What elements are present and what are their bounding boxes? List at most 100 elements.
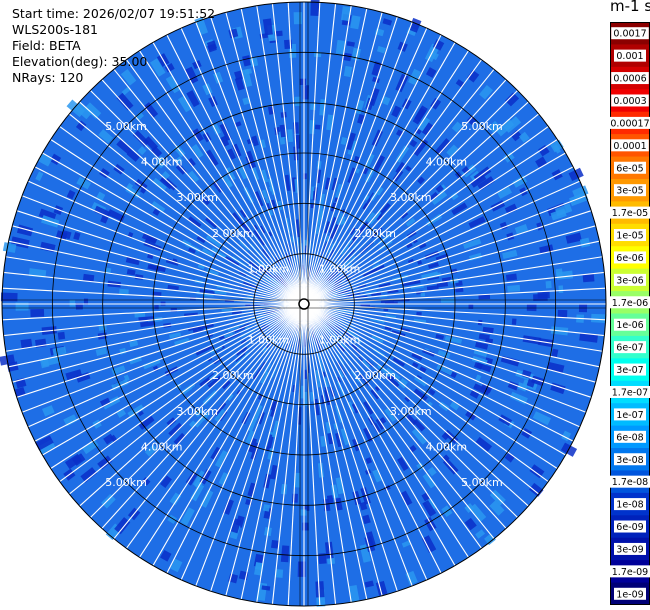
data-cell — [565, 232, 582, 244]
data-cell — [475, 374, 482, 382]
data-cell — [119, 288, 129, 295]
data-cell — [475, 341, 489, 350]
elevation-label: Elevation(deg): 35.00 — [12, 54, 148, 69]
colorbar-tick-bg — [614, 273, 646, 286]
data-cell — [156, 160, 166, 169]
colorbar-tick-label: 6e-08 — [616, 432, 643, 443]
data-cell — [186, 90, 200, 108]
data-cell — [127, 404, 145, 419]
data-cell — [347, 401, 356, 413]
range-ring-label: 1.00km — [319, 262, 361, 275]
data-cell — [514, 224, 529, 235]
colorbar-tick-bg — [610, 565, 650, 578]
data-cell — [323, 324, 332, 333]
colorbar-tick-bg — [614, 542, 646, 555]
range-ring-label: 2.00km — [354, 369, 396, 382]
data-cell — [363, 401, 374, 415]
data-cell — [450, 192, 459, 201]
data-patches — [0, 0, 607, 607]
colorbar-tick-bg — [614, 229, 646, 242]
data-cell — [261, 585, 271, 591]
colorbar-tick-label: 1e-07 — [616, 410, 643, 421]
data-cell — [234, 70, 243, 81]
data-cell — [383, 308, 389, 312]
data-cell — [246, 150, 257, 169]
data-cell — [253, 367, 263, 380]
data-cell — [180, 507, 195, 526]
data-cell — [287, 129, 294, 143]
data-cell — [377, 202, 391, 218]
data-cell — [188, 170, 200, 183]
data-cell — [372, 469, 382, 483]
colorbar-tick-bg — [611, 72, 649, 85]
data-cell — [333, 280, 342, 286]
data-cell — [40, 358, 50, 369]
data-cell — [100, 215, 109, 224]
data-cell — [370, 389, 380, 400]
data-cell — [240, 339, 247, 345]
data-cell — [244, 326, 250, 330]
data-cell — [16, 224, 34, 237]
colorbar-tick-bg — [614, 430, 646, 443]
data-cell — [489, 500, 505, 516]
data-cell — [202, 197, 210, 206]
data-cell — [225, 167, 236, 181]
data-cell — [143, 136, 159, 151]
data-cell — [339, 216, 346, 226]
data-cell — [178, 95, 192, 113]
data-cell — [475, 529, 486, 539]
start-time-label: Start time: 2026/02/07 19:51:52 — [12, 6, 216, 21]
data-cell — [466, 115, 477, 126]
data-cell — [191, 144, 204, 158]
data-cell — [270, 539, 279, 549]
data-cell — [188, 420, 197, 428]
data-cell — [166, 417, 177, 427]
colorbar-tick-bg — [611, 139, 649, 152]
colorbar-tick-bg — [614, 161, 646, 174]
data-cell — [149, 58, 166, 77]
range-ring — [152, 152, 456, 456]
data-cell — [325, 235, 330, 241]
data-cell — [234, 326, 246, 333]
data-cell — [413, 388, 428, 401]
instrument-label: WLS200s-181 — [12, 22, 98, 37]
range-ring — [253, 253, 355, 355]
data-cell — [93, 205, 111, 219]
data-cell — [416, 462, 425, 471]
data-cell — [352, 438, 361, 452]
data-cell — [2, 242, 17, 253]
data-cell — [197, 264, 205, 270]
data-cell — [482, 326, 494, 334]
data-cell — [114, 517, 131, 535]
data-cell — [436, 364, 453, 376]
data-cell — [325, 249, 335, 265]
data-cell — [395, 161, 406, 175]
data-cell — [464, 517, 477, 531]
data-cell — [280, 275, 289, 286]
data-cell — [422, 472, 437, 489]
data-cell — [366, 211, 376, 223]
data-cell — [276, 274, 288, 287]
data-cell — [116, 408, 127, 418]
data-cell — [405, 217, 416, 227]
data-cell — [382, 18, 393, 26]
data-cell — [101, 493, 116, 509]
data-cell — [561, 430, 572, 442]
data-cell — [315, 370, 321, 388]
data-cell — [327, 432, 334, 445]
data-cell — [310, 203, 314, 209]
data-cell — [340, 239, 354, 255]
data-cell — [320, 435, 326, 447]
data-cell — [568, 167, 584, 182]
data-cell — [400, 211, 409, 219]
data-cell — [251, 135, 259, 147]
colorbar-tick-bg — [614, 453, 646, 466]
colorbar-tick-label: 1e-09 — [616, 589, 643, 600]
data-cell — [365, 457, 373, 465]
data-cell — [591, 313, 607, 324]
data-cell — [428, 388, 436, 396]
data-cell — [168, 332, 182, 339]
data-cell — [369, 318, 385, 324]
data-cell — [473, 383, 491, 396]
data-cell — [309, 120, 316, 134]
